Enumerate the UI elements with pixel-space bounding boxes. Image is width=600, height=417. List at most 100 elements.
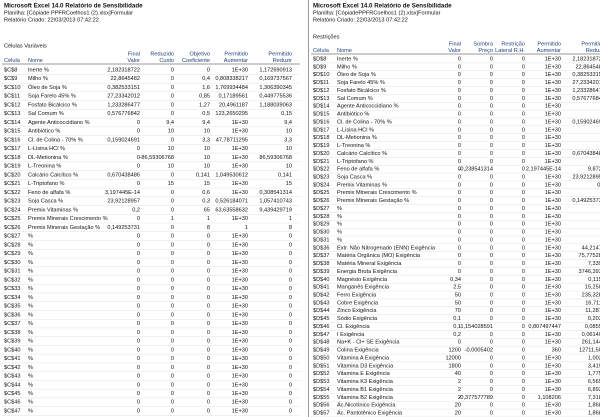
cell-value: -1,154028591: [458, 324, 493, 330]
cell-value: 0,670438486: [572, 151, 600, 157]
cell-value: 0: [171, 312, 174, 318]
cell-value: 0,6: [202, 190, 210, 196]
cell-value: 360: [552, 348, 561, 354]
cell-name: Vitamina B1 Exigência: [337, 387, 394, 393]
column-header: Valor: [448, 48, 461, 54]
cell-value: 0: [490, 190, 493, 196]
cell-name: Premix Vitaminas %: [337, 182, 387, 188]
cell-name: L-Lisina HCl %: [337, 127, 374, 133]
cell-value: 0: [289, 365, 292, 371]
cell-ref: $C$10: [4, 85, 20, 91]
cell-name: Óleo de Soja %: [28, 84, 67, 91]
cell-name: Feno de alfafa %: [337, 167, 379, 173]
cell-value: 0: [171, 339, 174, 345]
cell-value: 0: [522, 135, 525, 141]
cell-value: 22,8645482: [110, 76, 140, 82]
cell-value: 0,141: [278, 172, 292, 178]
cell-name: Premix Minerais Crescimento %: [337, 190, 417, 196]
cell-value: 0: [458, 88, 461, 94]
cell-ref: $D$42: [313, 292, 329, 298]
cell-ref: $D$44: [313, 308, 329, 314]
cell-value: 0: [207, 260, 210, 266]
cell-value: 9,8723: [588, 167, 600, 173]
cell-ref: $C$20: [4, 172, 20, 178]
cell-value: 1E+30: [545, 269, 561, 275]
cell-value: 0,1: [453, 316, 461, 322]
cell-name: Premix Minerais Gestação %: [337, 198, 409, 204]
column-header: Célula: [313, 48, 330, 54]
cell-ref: $C$39: [4, 339, 20, 345]
cell-value: 0: [522, 355, 525, 361]
cell-ref: $C$43: [4, 374, 20, 380]
cell-value: 1E+30: [545, 174, 561, 180]
cell-value: 0: [490, 222, 493, 228]
cell-value: 0: [137, 277, 140, 283]
cell-value: 50: [455, 300, 461, 306]
cell-value: 1E+30: [232, 242, 248, 248]
cell-value: 12000: [445, 355, 461, 361]
cell-ref: $D$48: [313, 340, 329, 346]
cell-value: 0: [289, 277, 292, 283]
cell-value: 0: [171, 295, 174, 301]
cell-ref: $D$17: [313, 127, 329, 133]
cell-value: 1E+30: [232, 277, 248, 283]
cell-value: 0,149253731: [107, 225, 140, 231]
cell-value: 1E+30: [545, 379, 561, 385]
cell-value: 0: [522, 167, 525, 173]
cell-value: 0: [171, 382, 174, 388]
cell-value: 1,233286477: [107, 102, 140, 108]
cell-ref: $C$37: [4, 321, 20, 327]
column-header: Final: [449, 41, 461, 47]
cell-value: 0: [490, 64, 493, 70]
cell-value: 0,1152: [588, 277, 600, 283]
cell-value: 0: [490, 88, 493, 94]
cell-value: 1E+30: [545, 159, 561, 165]
right-report: Microsoft Excel 14.0 Relatório de Sensib…: [308, 0, 600, 417]
cell-value: 0: [522, 403, 525, 409]
cell-value: 0: [458, 253, 461, 259]
cell-value: 0: [522, 371, 525, 377]
cell-value: 1E+30: [545, 371, 561, 377]
cell-value: 75,775285: [579, 253, 600, 259]
cell-value: 0: [490, 159, 493, 165]
cell-value: 0: [490, 206, 493, 212]
cell-value: 1E+30: [232, 67, 248, 73]
cell-value: 0: [522, 387, 525, 393]
cell-ref: $D$15: [313, 112, 329, 118]
cell-value: 235,3287: [582, 292, 600, 298]
cell-ref: $C$46: [4, 400, 20, 406]
cell-name: Milho %: [337, 64, 357, 70]
cell-value: 0: [522, 119, 525, 125]
column-header: Reduzir: [586, 48, 600, 54]
column-header: Permitido: [581, 41, 600, 47]
cell-value: 1: [171, 216, 174, 222]
cell-value: 1,057410743: [259, 199, 292, 205]
column-header: Reduzido: [150, 51, 174, 57]
cell-value: 0: [137, 408, 140, 414]
cell-value: 27,23342012: [572, 80, 600, 86]
cell-value: 0: [458, 159, 461, 165]
cell-value: 1E+30: [232, 408, 248, 414]
cell-value: 0: [137, 129, 140, 135]
cell-value: 0: [458, 269, 461, 275]
column-header: Aumentar: [224, 58, 248, 64]
cell-name: Agente Anticoccidiano %: [28, 120, 90, 126]
cell-value: 0: [490, 277, 493, 283]
cell-ref: $D$40: [313, 277, 329, 283]
cell-value: 0: [490, 332, 493, 338]
cell-ref: $D$46: [313, 324, 329, 330]
cell-value: 70: [455, 308, 461, 314]
cell-value: 0: [289, 382, 292, 388]
cell-value: 0: [522, 214, 525, 220]
cell-value: 0: [171, 277, 174, 283]
cell-value: 0: [289, 312, 292, 318]
cell-value: 3,3: [202, 137, 210, 143]
cell-value: 0: [171, 67, 174, 73]
cell-value: 0: [490, 363, 493, 369]
cell-value: 0,2: [597, 182, 600, 188]
cell-value: 1,172690913: [259, 67, 292, 73]
cell-value: 0: [137, 339, 140, 345]
cell-value: 1E+30: [545, 308, 561, 314]
cell-value: 8: [289, 225, 292, 231]
cell-ref: $C$47: [4, 408, 20, 414]
